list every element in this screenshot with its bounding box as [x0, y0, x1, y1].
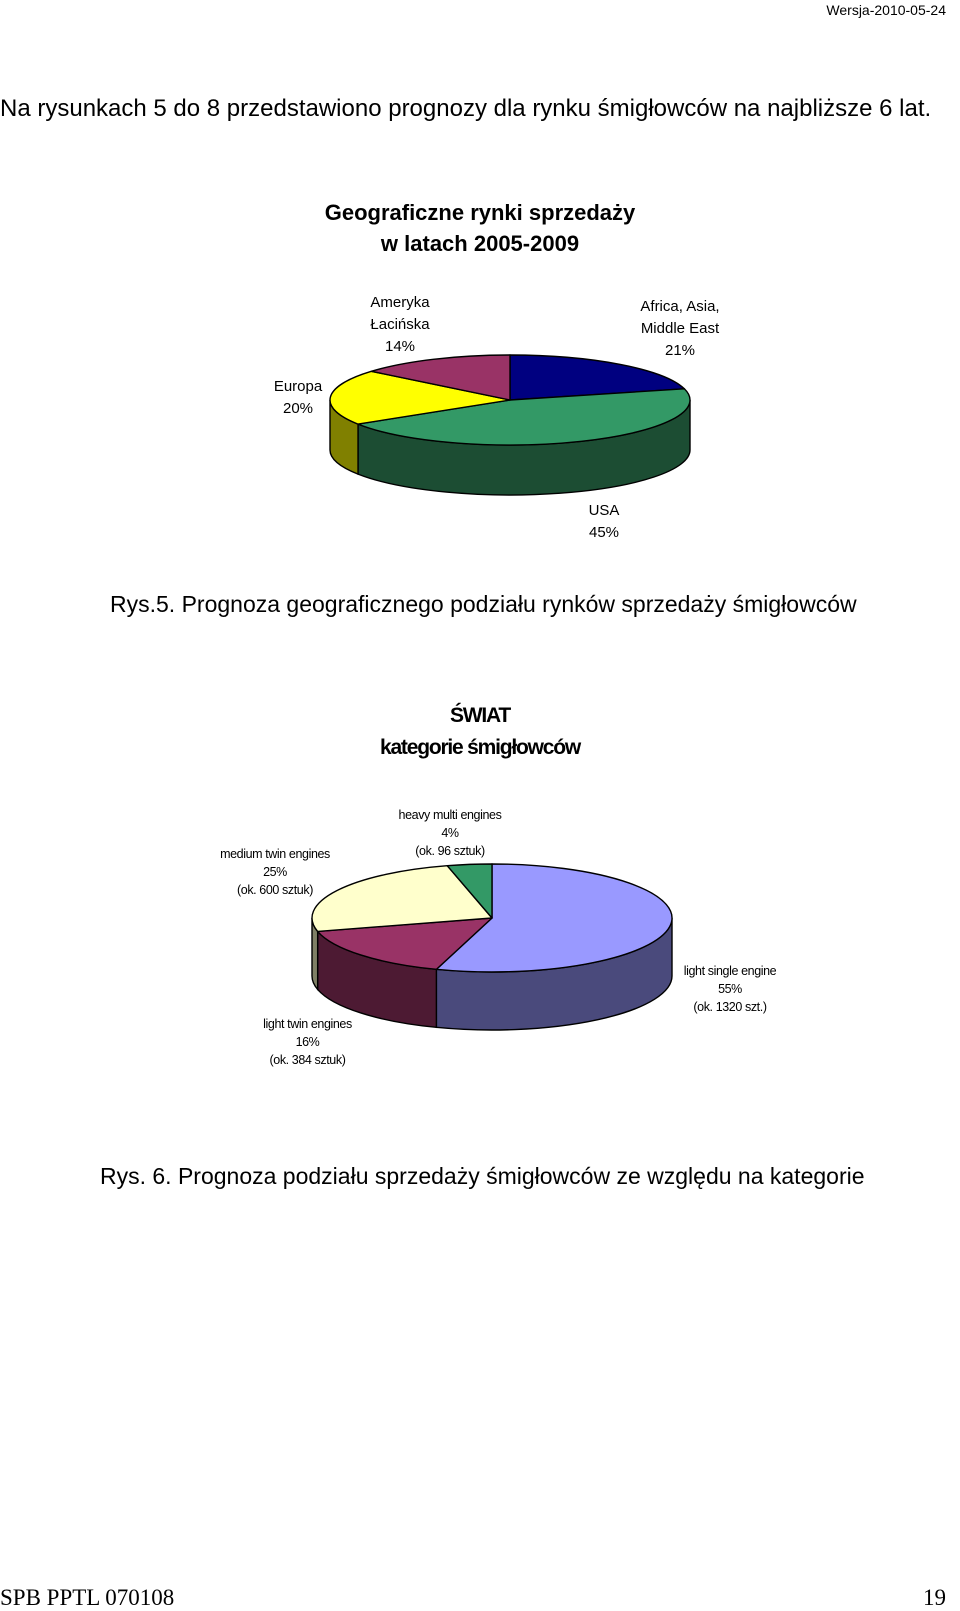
chart-title-line1: ŚWIAT: [449, 704, 511, 727]
slice-label-light-single: light single engine 55% (ok. 1320 szt.): [660, 962, 800, 1016]
footer-page-number: 19: [923, 1585, 946, 1610]
label-line: (ok. 96 sztuk): [415, 844, 485, 858]
label-line: light twin engines: [263, 1017, 352, 1031]
label-line: 55%: [718, 982, 742, 996]
slice-medium-twin-engines: [311, 864, 493, 933]
label-line: 25%: [263, 865, 287, 879]
label-line: Africa, Asia,: [640, 298, 720, 315]
label-line: (ok. 600 sztuk): [237, 883, 313, 897]
slice-ameryka-acin-ska: [370, 354, 511, 401]
chart-title-line2: kategorie śmigłowców: [379, 736, 581, 759]
label-line: heavy multi engines: [398, 808, 502, 822]
label-line: 45%: [588, 524, 620, 541]
chart-title: ŚWIAT kategorie śmigłowców: [0, 700, 960, 764]
pie-chart-categories: [311, 863, 673, 1031]
label-line: Łacińska: [370, 316, 430, 333]
label-line: (ok. 1320 szt.): [693, 1000, 767, 1014]
slice-label-medium: medium twin engines 25% (ok. 600 sztuk): [205, 845, 345, 899]
pie-chart-geographic: [329, 354, 691, 496]
footer-document-id: SPB PPTL 070108: [0, 1585, 175, 1610]
slice-label-europa: Europa 20%: [258, 376, 338, 420]
label-line: 20%: [282, 400, 314, 417]
figure-caption-6: Rys. 6. Prognoza podziału sprzedaży śmig…: [100, 1163, 865, 1189]
slice-label-usa: USA 45%: [574, 500, 634, 544]
chart-title: Geograficzne rynki sprzedaży w latach 20…: [0, 197, 960, 259]
slice-usa: [357, 388, 691, 446]
slice-heavy-multi-engines: [446, 863, 493, 919]
label-line: (ok. 384 sztuk): [269, 1053, 346, 1067]
pie-sides: [311, 917, 673, 1031]
version-stamp: Wersja-2010-05-24: [826, 2, 946, 18]
label-line: 4%: [441, 826, 459, 840]
slice-africa-asia-middle-east: [509, 354, 686, 401]
slice-europa: [329, 370, 511, 425]
label-line: 14%: [384, 338, 416, 355]
pie-tops: [311, 863, 673, 973]
label-line: 16%: [295, 1035, 320, 1049]
pie-tops: [329, 354, 691, 446]
label-line: light single engine: [683, 964, 777, 978]
label-line: 21%: [664, 342, 696, 359]
intro-paragraph: Na rysunkach 5 do 8 przedstawiono progno…: [0, 95, 932, 122]
slice-light-single-engine: [435, 863, 673, 973]
slice-light-twin-engines: [316, 917, 493, 971]
slice-label-ameryka: Ameryka Łacińska 14%: [340, 292, 460, 358]
slice-label-light-twin: light twin engines 16% (ok. 384 sztuk): [240, 1015, 375, 1069]
slice-label-heavy: heavy multi engines 4% (ok. 96 sztuk): [380, 806, 520, 860]
label-line: Europa: [273, 378, 323, 395]
chart-title-line1: Geograficzne rynki sprzedaży: [324, 200, 636, 225]
label-line: medium twin engines: [220, 847, 330, 861]
label-line: USA: [588, 502, 620, 519]
chart-title-line2: w latach 2005-2009: [380, 231, 580, 256]
figure-caption-5: Rys.5. Prognoza geograficznego podziału …: [110, 591, 857, 617]
label-line: Ameryka: [370, 294, 430, 311]
slice-label-africa: Africa, Asia, Middle East 21%: [610, 296, 750, 362]
label-line: Middle East: [640, 320, 720, 337]
